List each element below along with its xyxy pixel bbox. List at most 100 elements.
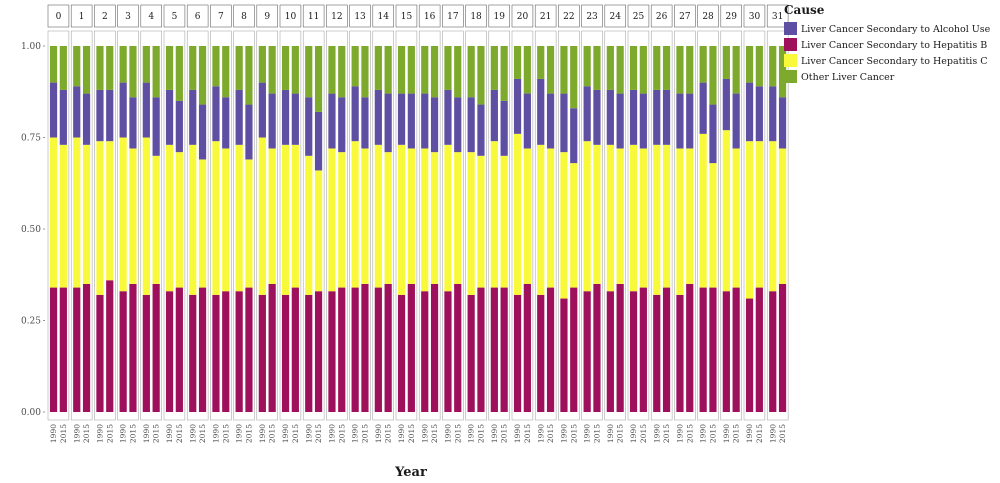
bar-segment	[593, 89, 601, 145]
bar-segment	[49, 82, 58, 138]
bar-segment	[73, 287, 81, 412]
facet-strip-label: 13	[354, 12, 366, 22]
facet-panel-border	[70, 30, 93, 421]
bar-segment	[291, 287, 299, 412]
bar-segment	[96, 46, 104, 90]
x-tick-label: 2015	[778, 424, 787, 443]
bar-segment	[82, 283, 91, 412]
bar-segment	[745, 141, 754, 299]
bar-segment	[175, 46, 183, 101]
facet-strip-label: 19	[494, 12, 506, 22]
bar-segment	[778, 97, 787, 149]
legend-entries: Liver Cancer Secondary to Alcohol Use Liv…	[784, 22, 991, 83]
facet-strip	[627, 4, 650, 28]
bar-segment	[59, 46, 67, 90]
facet-panel-22: 22 1990 2015	[558, 4, 580, 443]
x-tick-label: 1990	[583, 424, 592, 443]
bar-segment	[129, 46, 137, 98]
bar-segment	[175, 152, 183, 288]
bar-segment	[175, 100, 183, 153]
bar-segment	[421, 291, 429, 412]
bar-segment	[49, 46, 58, 83]
bar-segment	[537, 46, 545, 79]
bar-segment	[639, 287, 647, 412]
bar-segment	[175, 287, 183, 412]
facet-strip	[163, 4, 186, 28]
bar-segment	[189, 46, 197, 90]
facet-strip-label: 31	[772, 12, 783, 22]
bar-segment	[305, 97, 313, 156]
bar-segment	[699, 82, 707, 134]
bar-segment	[699, 46, 707, 83]
bar-segment	[119, 137, 127, 292]
bar-segment	[328, 291, 336, 412]
x-tick-label: 1990	[188, 424, 197, 443]
x-tick-label: 2015	[244, 424, 253, 443]
bar-segment	[778, 46, 787, 98]
bar-segment	[407, 283, 415, 412]
bar-segment	[281, 89, 290, 145]
facet-panel-17: 17 1990 2015	[442, 4, 464, 443]
bar-segment	[245, 46, 253, 105]
bar-segment	[546, 93, 555, 149]
x-tick-label: 1990	[211, 424, 220, 443]
bar-segment	[361, 283, 369, 412]
bar-segment	[351, 86, 359, 142]
facet-strip	[233, 4, 255, 28]
facet-strip	[94, 4, 116, 28]
bar-segment	[676, 294, 684, 412]
y-tick-label: 0.00	[21, 408, 41, 418]
facet-strip	[372, 4, 394, 28]
bar-segment	[268, 46, 276, 94]
bar-segment	[500, 46, 508, 101]
bar-segment	[119, 291, 127, 412]
facet-panel-13: 13 1990 2015	[349, 4, 371, 443]
bar-segment	[606, 89, 614, 145]
facet-strip	[210, 4, 232, 28]
facet-panel-21: 21 1990 2015	[534, 4, 557, 443]
bar-segment	[291, 93, 299, 145]
bar-segment	[500, 100, 508, 156]
bar-segment	[212, 141, 220, 295]
facet-panel-14: 14 1990 2015	[372, 4, 394, 443]
facet-strip	[186, 4, 209, 28]
bar-segment	[722, 130, 730, 292]
bar-segment	[165, 291, 174, 412]
bar-segment	[397, 46, 406, 94]
facet-panel-12: 12 1990 2015	[326, 4, 348, 443]
bar-segment	[305, 155, 313, 295]
facet-panel-border	[674, 30, 696, 421]
x-tick-label: 1990	[374, 424, 383, 443]
bar-segment	[639, 46, 647, 94]
bar-segment	[235, 291, 243, 412]
facet-panel-11: 11 1990 2015	[302, 4, 325, 443]
x-tick-label: 2015	[152, 424, 161, 443]
bar-segment	[676, 148, 684, 295]
bar-segment	[189, 89, 197, 145]
bar-segment	[454, 283, 462, 412]
facet-panel-5: 5 1990 2015	[163, 4, 186, 443]
bar-segment	[165, 89, 174, 145]
facet-strip-label: 22	[563, 12, 574, 22]
facet-panel-8: 8 1990 2015	[233, 4, 255, 443]
facet-strip-label: 15	[401, 12, 413, 22]
facet-strip-label: 9	[264, 12, 270, 22]
facet-strip	[349, 4, 371, 28]
facet-strip	[766, 4, 789, 28]
bar-segment	[212, 86, 220, 142]
bar-segment	[305, 294, 313, 412]
bar-segment	[490, 89, 498, 142]
bar-segment	[374, 89, 382, 145]
bar-segment	[119, 82, 127, 138]
bar-segment	[513, 78, 522, 134]
facet-panel-border	[627, 30, 650, 421]
facet-panel-15: 15 1990 2015	[395, 4, 418, 443]
bar-segment	[96, 89, 104, 142]
facet-panel-border	[395, 30, 418, 421]
bar-segment	[523, 46, 531, 94]
facet-strip-label: 4	[148, 12, 154, 22]
y-tick-label: 0.50	[21, 225, 41, 235]
bar-segment	[537, 294, 545, 412]
facet-panel-border	[302, 30, 325, 421]
